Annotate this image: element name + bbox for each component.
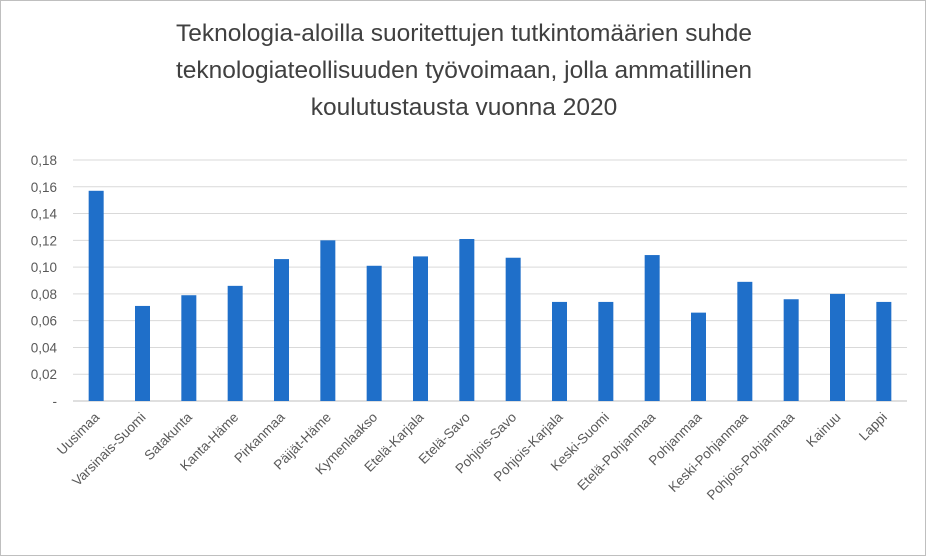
bar-pirkanmaa (274, 259, 289, 401)
y-tick-label: 0,02 (31, 367, 57, 382)
y-tick-label: 0,18 (31, 153, 57, 168)
bar-etelä-pohjanmaa (644, 255, 660, 401)
bar-lappi (876, 301, 892, 401)
bar-uusimaa (88, 190, 104, 401)
chart-title-line-3: koulutustausta vuonna 2020 (310, 94, 618, 121)
y-tick-label: 0,16 (31, 180, 57, 195)
bar-kymenlaakso (366, 265, 382, 401)
y-tick-label: 0,12 (31, 233, 57, 248)
x-tick-label: Etelä-Pohjanmaa (574, 409, 658, 493)
bar-pohjanmaa (691, 312, 706, 401)
bar-pohjois-savo (505, 257, 521, 401)
bar-pohjois-karjala (552, 301, 567, 401)
chart-title-line-2: teknologiateollisuuden työvoimaan, jolla… (175, 57, 753, 84)
x-tick-label: Uusimaa (54, 409, 103, 458)
y-tick-label: 0,04 (31, 340, 58, 355)
bar-pohjois-pohjanmaa (783, 299, 799, 401)
y-tick-label: 0,06 (31, 314, 57, 329)
bar-satakunta (181, 295, 197, 401)
bar-etelä-savo (459, 238, 475, 401)
y-tick-label: - (53, 394, 58, 409)
y-tick-label: 0,14 (31, 207, 58, 222)
chart-title-line-1: Teknologia-aloilla suoritettujen tutkint… (175, 20, 753, 47)
x-tick-label: Lappi (856, 410, 890, 444)
chart-title: Teknologia-aloilla suoritettujen tutkint… (61, 15, 867, 126)
bar-keski-suomi (598, 301, 614, 401)
bar-päijät-häme (320, 240, 336, 401)
bar-kainuu (830, 293, 845, 401)
y-tick-label: 0,08 (31, 287, 57, 302)
bar-etelä-karjala (413, 256, 428, 401)
x-tick-label: Pohjois-Pohjanmaa (704, 409, 798, 503)
bar-varsinais-suomi (135, 305, 150, 401)
y-tick-label: 0,10 (31, 260, 57, 275)
bar-keski-pohjanmaa (737, 281, 753, 401)
bar-kanta-häme (227, 285, 243, 401)
x-tick-label: Keski-Pohjanmaa (666, 409, 752, 495)
x-tick-label: Kainuu (803, 410, 843, 450)
